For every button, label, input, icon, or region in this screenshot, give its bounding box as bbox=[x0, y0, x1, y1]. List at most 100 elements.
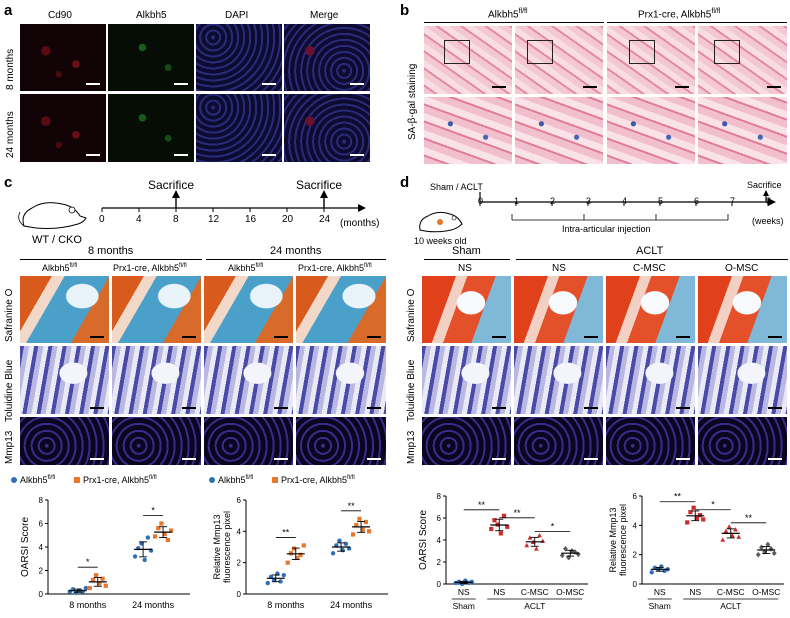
d-oarsi-sig-label: ** bbox=[478, 500, 486, 510]
d-mmp13-sig-label: ** bbox=[745, 513, 753, 523]
c-mmp13-wt-point bbox=[281, 573, 286, 578]
panel-c-label: c bbox=[4, 174, 13, 191]
c-oarsi-wt-point bbox=[73, 590, 79, 596]
d-oarsi-xtick-label: O-MSC bbox=[556, 587, 584, 597]
c-mmp13-xtick-label: 24 months bbox=[330, 600, 373, 610]
d-row-mmp13: Mmp13 bbox=[406, 430, 417, 464]
d-oarsi-g3-point bbox=[575, 551, 581, 558]
c-sacrifice-1: Sacrifice bbox=[148, 178, 195, 192]
b-wt-1-high bbox=[424, 97, 512, 164]
b-group-line-cko bbox=[607, 22, 787, 23]
d-mmp13-group-sham: Sham bbox=[649, 601, 671, 611]
d-col-1: NS bbox=[458, 263, 472, 274]
d-mmp13-g0-point bbox=[649, 570, 654, 575]
c-oarsi-legend-cko-marker bbox=[74, 477, 80, 483]
c-tblue-2 bbox=[112, 346, 201, 414]
c-oarsi-ylabel: OARSI Score bbox=[20, 517, 31, 577]
b-group-line-wt bbox=[424, 22, 604, 23]
d-mmp13-g2-point bbox=[736, 534, 742, 539]
c-safo-2 bbox=[112, 276, 201, 343]
c-oarsi-cko-point bbox=[165, 537, 170, 543]
c-mmp13-cko-point bbox=[285, 560, 290, 565]
d-safo-1 bbox=[422, 276, 511, 343]
d-col-3: C-MSC bbox=[633, 263, 666, 274]
d-group-line-aclt bbox=[516, 259, 788, 260]
d-mmp13-xtick-label: O-MSC bbox=[752, 587, 780, 597]
c-col-1: Alkbh5fl/fl bbox=[42, 263, 78, 273]
c-row-toluidine: Toluidine Blue bbox=[4, 359, 15, 422]
c-oarsi-cko-point bbox=[168, 528, 174, 533]
d-tick-label-0: 0 bbox=[478, 196, 484, 206]
d-row-safranine: Safranine O bbox=[406, 288, 417, 342]
d-tick-label-6: 6 bbox=[694, 196, 700, 206]
d-mmp-1 bbox=[422, 417, 511, 465]
c-oarsi-cko-point bbox=[156, 526, 161, 531]
d-group-aclt: ACLT bbox=[636, 245, 664, 257]
d-sacrifice: Sacrifice bbox=[747, 180, 782, 190]
a-cd90-8m bbox=[20, 24, 106, 91]
d-oarsi-xtick-label: NS bbox=[493, 587, 505, 597]
d-oarsi-g2-point bbox=[524, 542, 530, 548]
c-mmp13-chart: Alkbh5fl/fl Prx1-cre, Alkbh5fl/fl 0 2 4 6 Rela… bbox=[209, 475, 388, 610]
c-oarsi-cko-point bbox=[162, 531, 167, 537]
row-label-8-months: 8 months bbox=[5, 48, 16, 90]
d-tick-label-1: 1 bbox=[514, 196, 520, 206]
c-mmp-1 bbox=[20, 417, 109, 465]
d-row-toluidine: Toluidine Blue bbox=[406, 359, 417, 422]
c-mmp13-cko-point bbox=[366, 529, 372, 534]
c-oarsi-legend-wt-marker bbox=[11, 477, 17, 483]
d-oarsi-xtick-label: NS bbox=[458, 587, 470, 597]
d-mmp13-ytick-label: 6 bbox=[633, 492, 638, 501]
d-mmp13-sig-label: * bbox=[711, 500, 715, 510]
a-merge-8m bbox=[284, 24, 370, 91]
c-row-safranine: Safranine O bbox=[4, 288, 15, 342]
c-safo-3 bbox=[204, 276, 293, 343]
c-col-3: Alkbh5fl/fl bbox=[228, 263, 264, 273]
d-mmp13-g3-point bbox=[759, 544, 764, 551]
a-dapi-8m bbox=[196, 24, 282, 91]
row-label-24-months: 24 months bbox=[5, 111, 16, 158]
d-tblue-2 bbox=[514, 346, 603, 414]
c-oarsi-ytick-label: 4 bbox=[39, 543, 44, 552]
d-mmp13-xtick-label: NS bbox=[689, 587, 701, 597]
c-mmp-4 bbox=[296, 417, 386, 465]
c-mmp13-wt-point bbox=[343, 541, 349, 547]
c-oarsi-cko-point bbox=[94, 573, 99, 578]
c-tick-label-12: 12 bbox=[208, 214, 220, 225]
c-mmp13-cko-point bbox=[357, 516, 362, 521]
c-tick-label-8: 8 bbox=[173, 214, 179, 225]
d-oarsi-g2-point bbox=[533, 546, 539, 551]
d-mmp13-sig-label: ** bbox=[674, 492, 682, 502]
d-oarsi-ytick-label: 0 bbox=[437, 580, 442, 589]
c-oarsi-cko-point bbox=[100, 576, 105, 581]
c-col-2: Prx1-cre, Alkbh5fl/fl bbox=[113, 263, 187, 273]
d-mmp13-g1-point bbox=[697, 512, 703, 518]
b-cko-2-high bbox=[698, 97, 787, 164]
a-cd90-24m bbox=[20, 94, 106, 162]
b-wt-2-high bbox=[515, 97, 603, 164]
c-oarsi-cko-point bbox=[152, 534, 158, 539]
c-mmp-2 bbox=[112, 417, 201, 465]
c-tick-label-16: 16 bbox=[245, 214, 257, 225]
d-mmp13-ylabel-line2: fluorescence pixel bbox=[618, 504, 628, 576]
col-label-merge: Merge bbox=[310, 10, 339, 21]
d-mmp-2 bbox=[514, 417, 603, 465]
d-mmp13-xtick-label: C-MSC bbox=[717, 587, 745, 597]
c-age-line-8m bbox=[20, 259, 202, 260]
c-oarsi-ytick-label: 2 bbox=[39, 567, 44, 576]
d-oarsi-ytick-label: 4 bbox=[437, 536, 442, 545]
a-alkbh5-24m bbox=[108, 94, 194, 162]
b-cko-1-low bbox=[607, 26, 695, 94]
d-tick-label-5: 5 bbox=[658, 196, 664, 206]
b-wt-2-low bbox=[515, 26, 603, 94]
c-mmp13-wt-point bbox=[278, 579, 283, 584]
b-cko-2-low bbox=[698, 26, 787, 94]
c-oarsi-wt-point bbox=[132, 554, 138, 559]
c-sacrifice-2: Sacrifice bbox=[296, 178, 343, 192]
c-age-24m: 24 months bbox=[270, 245, 322, 257]
d-mouse-label: 10 weeks old bbox=[414, 236, 467, 246]
d-oarsi-group-aclt: ACLT bbox=[524, 601, 545, 611]
c-mmp13-cko-point bbox=[292, 546, 297, 551]
d-col-2: NS bbox=[552, 263, 566, 274]
c-tick-label-24: 24 bbox=[319, 214, 331, 225]
